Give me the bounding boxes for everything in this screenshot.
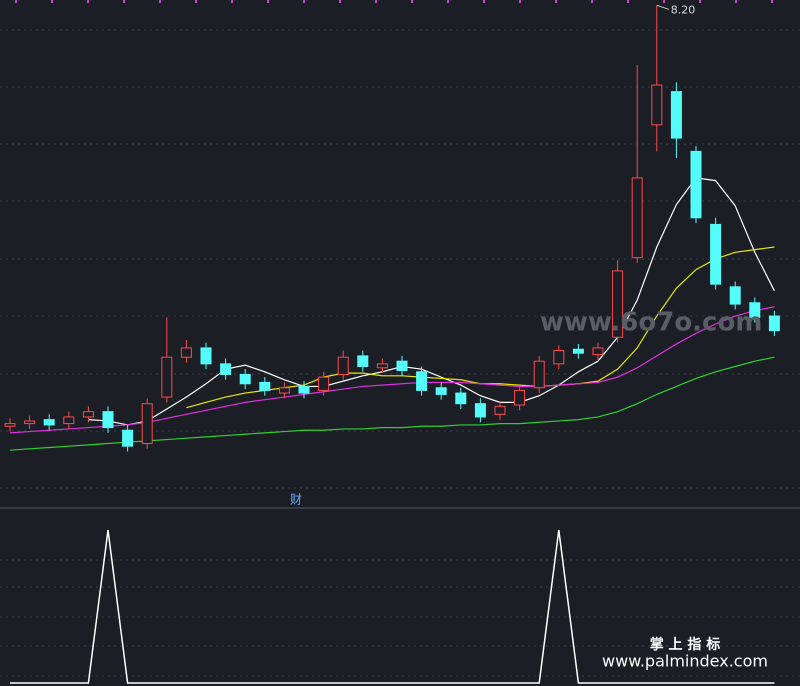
moving-average bbox=[9, 306, 775, 434]
top-dot bbox=[375, 0, 377, 3]
max-marker-line bbox=[656, 4, 669, 10]
top-dot bbox=[51, 0, 53, 3]
candle-body bbox=[553, 350, 565, 365]
top-dot bbox=[87, 0, 89, 3]
candle-body bbox=[318, 376, 330, 391]
candle-body bbox=[122, 429, 134, 447]
candle-body bbox=[651, 84, 663, 126]
top-dot bbox=[447, 0, 449, 3]
candle-body bbox=[141, 403, 153, 445]
candle-body bbox=[396, 360, 408, 371]
top-dot bbox=[627, 0, 629, 3]
top-dot bbox=[195, 0, 197, 3]
top-dot bbox=[267, 0, 269, 3]
candle-body bbox=[239, 373, 251, 385]
top-dot bbox=[591, 0, 593, 3]
candle-body bbox=[514, 389, 526, 406]
candle-body bbox=[376, 363, 388, 369]
annotation: 财 bbox=[290, 493, 302, 507]
top-dot bbox=[123, 0, 125, 3]
top-dot bbox=[411, 0, 413, 3]
candle-body bbox=[612, 270, 624, 338]
candle-body bbox=[161, 356, 173, 398]
candle-body bbox=[690, 150, 702, 219]
brand-url: www.palmindex.com bbox=[602, 652, 768, 671]
top-dot bbox=[483, 0, 485, 3]
candle-body bbox=[63, 416, 75, 425]
candle-body bbox=[494, 405, 506, 415]
candle-body bbox=[749, 302, 761, 318]
top-dot bbox=[15, 0, 17, 3]
candle-body bbox=[259, 381, 271, 391]
candle-body bbox=[337, 356, 349, 375]
top-dot bbox=[663, 0, 665, 3]
top-dot bbox=[735, 0, 737, 3]
candle-body bbox=[768, 315, 780, 332]
candle-body bbox=[416, 371, 428, 391]
moving-average bbox=[88, 177, 775, 426]
top-dot bbox=[519, 0, 521, 3]
candle-body bbox=[298, 385, 310, 394]
candle-body bbox=[43, 419, 55, 426]
candle-body bbox=[533, 360, 545, 389]
candle-body bbox=[220, 363, 232, 375]
top-dot bbox=[699, 0, 701, 3]
candle-body bbox=[82, 411, 94, 418]
indicator-line bbox=[10, 529, 775, 684]
candle-body bbox=[278, 387, 290, 394]
candle-body bbox=[710, 223, 722, 285]
brand: 掌 上 指 标 bbox=[650, 636, 721, 653]
candle-body bbox=[592, 347, 604, 356]
candle-body bbox=[24, 420, 36, 425]
candle-body bbox=[200, 347, 212, 365]
top-dot bbox=[771, 0, 773, 3]
top-dot bbox=[231, 0, 233, 3]
moving-average bbox=[9, 356, 775, 451]
top-dot bbox=[303, 0, 305, 3]
candle-body bbox=[4, 423, 16, 427]
candle-body bbox=[729, 286, 741, 305]
candle-body bbox=[180, 347, 192, 358]
watermark: www.6o7o.com bbox=[540, 308, 762, 338]
top-dot bbox=[339, 0, 341, 3]
candle-body bbox=[102, 411, 114, 429]
candle-body bbox=[455, 392, 467, 405]
candle-body bbox=[357, 355, 369, 368]
top-dot bbox=[555, 0, 557, 3]
top-dot bbox=[159, 0, 161, 3]
candle-body bbox=[631, 177, 643, 259]
max-marker-label: 8.20 bbox=[671, 3, 696, 16]
candle-body bbox=[572, 348, 584, 354]
candle-body bbox=[474, 403, 486, 418]
candle-body bbox=[670, 91, 682, 139]
candle-body bbox=[435, 387, 447, 395]
